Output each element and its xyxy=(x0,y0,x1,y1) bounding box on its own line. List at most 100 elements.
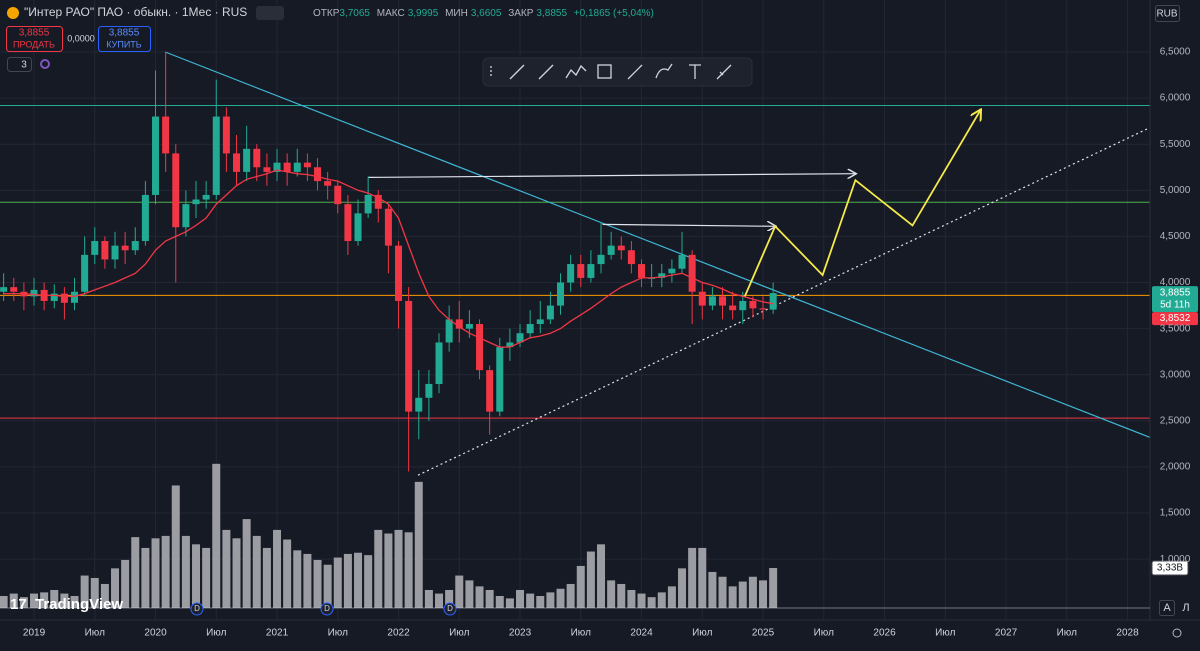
y-tick-label: 1,5000 xyxy=(1160,508,1191,519)
indicator-icon[interactable] xyxy=(40,59,50,69)
tool-brush[interactable] xyxy=(655,63,673,79)
volume-bar xyxy=(526,593,535,608)
volume-bar xyxy=(546,592,555,608)
candle-body xyxy=(10,287,18,292)
tool-rectangle[interactable] xyxy=(597,64,612,79)
dividend-marker[interactable] xyxy=(443,602,457,616)
y-tick-label: 2,0000 xyxy=(1160,462,1191,473)
tool-text[interactable] xyxy=(689,64,701,79)
volume-bar xyxy=(627,589,636,608)
sell-price: 3,8855 xyxy=(19,28,50,39)
buy-label: КУПИТЬ xyxy=(106,39,141,49)
dividend-marker[interactable] xyxy=(190,602,204,616)
trend-line xyxy=(602,224,776,226)
volume-bar xyxy=(100,583,109,608)
x-tick-label: 2021 xyxy=(266,628,289,639)
volume-bar xyxy=(708,571,717,608)
volume-bar xyxy=(80,575,89,608)
trend-line xyxy=(164,51,1151,438)
dividend-marker[interactable] xyxy=(320,602,334,616)
volume-bar xyxy=(516,589,525,608)
volume-bar xyxy=(495,595,504,608)
compare-toggle[interactable] xyxy=(256,6,284,20)
volume-bar xyxy=(678,568,687,608)
volume-bar xyxy=(262,547,271,608)
candle-body xyxy=(658,273,666,278)
log-scale-label[interactable]: Л xyxy=(1182,602,1189,614)
tool-path[interactable] xyxy=(565,64,587,79)
volume-bar xyxy=(222,529,231,608)
candle-body xyxy=(708,296,716,306)
volume-bar xyxy=(232,538,241,608)
candle-body xyxy=(111,245,119,260)
candle-body xyxy=(719,296,727,306)
auto-scale-button[interactable] xyxy=(1159,600,1175,616)
dividend-markers: D D D xyxy=(190,602,457,616)
volume-bar xyxy=(354,552,363,608)
buy-price: 3,8855 xyxy=(109,28,140,39)
candle-body xyxy=(627,250,635,265)
candle-body xyxy=(81,254,89,292)
volume-bar xyxy=(769,567,778,608)
volume-bar xyxy=(576,565,585,608)
x-tick-label: Июл xyxy=(814,628,834,639)
settings-button[interactable] xyxy=(1172,628,1182,638)
candle-body xyxy=(293,162,301,172)
volume-bar xyxy=(323,564,332,608)
candle-body xyxy=(597,254,605,265)
tool-ray[interactable] xyxy=(538,64,554,80)
volume-bar xyxy=(30,593,39,608)
volume-bar xyxy=(455,575,464,608)
x-tick-label: Июл xyxy=(935,628,955,639)
y-tick-label: 3,0000 xyxy=(1160,369,1191,380)
x-tick-label: 2022 xyxy=(387,628,410,639)
currency: RUB xyxy=(1156,9,1177,20)
y-tick-label: 6,0000 xyxy=(1160,93,1191,104)
candle-body xyxy=(739,300,747,311)
candle-body xyxy=(324,181,332,186)
tool-trendline[interactable] xyxy=(509,64,525,80)
ma-price-label: 3,8532 xyxy=(1160,313,1191,324)
candle-body xyxy=(202,194,210,200)
currency-box[interactable] xyxy=(1155,5,1180,22)
candle-body xyxy=(455,319,463,329)
candle-body xyxy=(698,291,706,306)
candle-body xyxy=(526,324,534,334)
tool-measure[interactable] xyxy=(716,64,732,80)
volume-bar xyxy=(0,595,8,608)
volume-bar xyxy=(212,463,221,608)
candle-body xyxy=(435,342,443,384)
volume-bar xyxy=(465,580,474,608)
candle-body xyxy=(506,342,514,348)
ma-price-box xyxy=(1152,312,1198,326)
dividend-marker-letter: D xyxy=(324,604,330,613)
brand: TradingView xyxy=(35,596,123,613)
trend-line xyxy=(417,127,1151,476)
candle-body xyxy=(314,167,322,182)
volume-bar xyxy=(718,576,727,608)
x-tick-label: Июл xyxy=(85,628,105,639)
buy-button[interactable] xyxy=(98,26,151,52)
volume-bar xyxy=(303,553,312,608)
tool-arrow[interactable] xyxy=(627,64,643,80)
candle-body xyxy=(91,241,99,255)
countdown: 5d 11h xyxy=(1160,300,1190,311)
volume-bar xyxy=(424,589,433,608)
volume-bar xyxy=(364,555,373,608)
indicators-toggle[interactable] xyxy=(7,57,32,72)
candle-body xyxy=(577,264,585,278)
x-tick-label: 2028 xyxy=(1116,628,1139,639)
candle-body xyxy=(233,153,241,172)
volume-bar xyxy=(19,597,28,608)
volume-bar xyxy=(181,535,190,608)
symbol-title[interactable]: "Интер РАО" ПАО · обыкн. · 1Мес · RUS xyxy=(24,5,247,19)
candle-body xyxy=(283,162,291,172)
volume-bar xyxy=(374,529,383,608)
volume-bar xyxy=(121,559,130,608)
trend-line xyxy=(743,110,981,297)
drawings xyxy=(0,51,1151,476)
sell-button[interactable] xyxy=(6,26,63,52)
x-tick-label: 2020 xyxy=(144,628,167,639)
volume-bar xyxy=(9,593,18,608)
